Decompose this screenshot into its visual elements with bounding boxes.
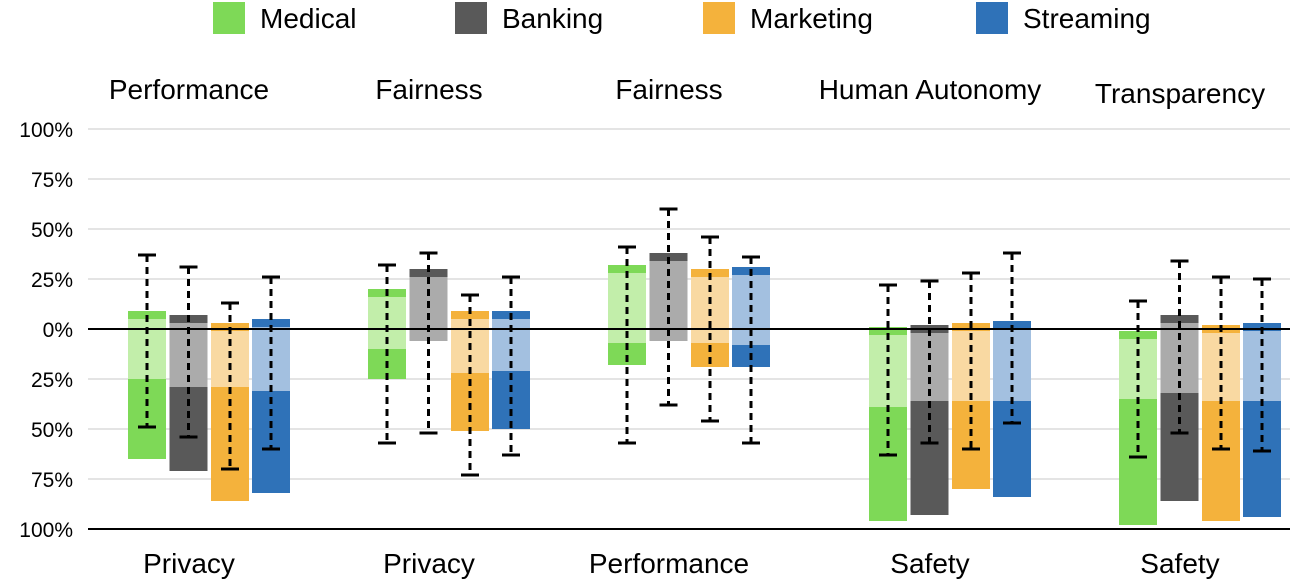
group-bottom-label: Safety xyxy=(1140,548,1219,579)
bar-dark-segment xyxy=(993,401,1031,497)
bar-top-cap xyxy=(1119,331,1157,339)
group-top-label: Human Autonomy xyxy=(819,74,1042,105)
legend-swatch xyxy=(976,2,1008,34)
legend-swatch xyxy=(455,2,487,34)
bar-top-cap xyxy=(869,327,907,335)
bar-dark-segment xyxy=(1119,399,1157,525)
bar-top-cap xyxy=(1160,315,1199,323)
group-top-label: Fairness xyxy=(615,74,722,105)
group-top-label: Transparency xyxy=(1095,78,1265,109)
bar-dark-segment xyxy=(869,407,907,521)
y-tick-label: 0% xyxy=(43,319,73,342)
bar-dark-segment xyxy=(608,343,646,365)
bar-top-cap xyxy=(608,265,646,273)
group-top-label: Performance xyxy=(109,74,269,105)
y-tick-label: 50% xyxy=(31,219,73,242)
bars xyxy=(128,253,1281,525)
group-bottom-label: Privacy xyxy=(143,548,235,579)
group-bottom-label: Performance xyxy=(589,548,749,579)
legend: Medical Banking Marketing Streaming xyxy=(213,2,1151,34)
y-tick-label: 75% xyxy=(31,169,73,192)
axis-lines xyxy=(88,328,1290,530)
bar-top-cap xyxy=(252,319,290,327)
error-bars xyxy=(138,207,1271,477)
bar-dark-segment xyxy=(252,391,290,493)
legend-swatch xyxy=(703,2,735,34)
bar-light-segment xyxy=(691,269,729,343)
bar-light-segment xyxy=(910,325,949,401)
labels: 100% 75% 50% 25% 0% 25% 50% 75% 100% Performance P… xyxy=(19,74,1265,579)
group-bottom-label: Privacy xyxy=(383,548,475,579)
bar-dark-segment xyxy=(1243,401,1281,517)
legend-label: Marketing xyxy=(750,3,873,34)
bar-top-cap xyxy=(409,269,448,277)
bar-dark-segment xyxy=(1202,401,1240,521)
bar-top-cap xyxy=(451,311,489,319)
group-top-label: Fairness xyxy=(375,74,482,105)
group-bottom-label: Safety xyxy=(890,548,969,579)
y-tick-label: 75% xyxy=(31,469,73,492)
y-tick-label: 100% xyxy=(19,519,73,542)
legend-label: Medical xyxy=(260,3,356,34)
legend-label: Streaming xyxy=(1023,3,1151,34)
y-tick-label: 100% xyxy=(19,119,73,142)
legend-swatch xyxy=(213,2,245,34)
y-tick-label: 50% xyxy=(31,419,73,442)
y-tick-label: 25% xyxy=(31,369,73,392)
y-tick-label: 25% xyxy=(31,269,73,292)
legend-label: Banking xyxy=(502,3,603,34)
